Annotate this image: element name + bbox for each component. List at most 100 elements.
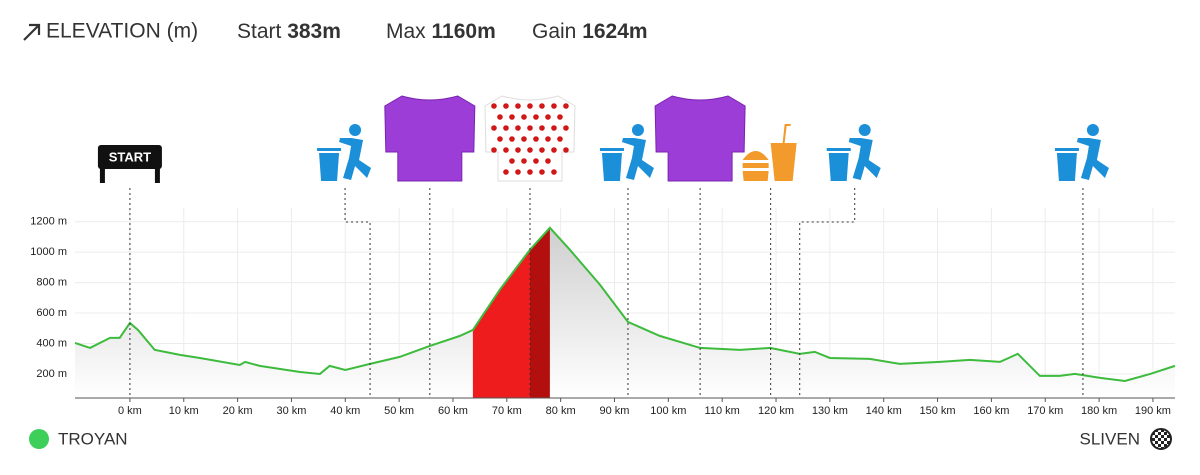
polka-dot: [551, 169, 557, 175]
polka-dot: [503, 169, 509, 175]
bin-icon: [1054, 148, 1079, 181]
start-place: TROYAN: [58, 429, 128, 448]
polka-dot: [551, 125, 557, 131]
polka-dot: [509, 114, 515, 120]
polka-dot: [551, 147, 557, 153]
polka-dot: [527, 169, 533, 175]
marker: [599, 124, 654, 398]
stat-value: 1160m: [432, 20, 496, 43]
x-tick-label: 70 km: [492, 405, 522, 417]
polka-dot: [563, 147, 569, 153]
marker: START: [97, 145, 162, 398]
stat-label: Max: [386, 20, 426, 43]
x-tick-label: 140 km: [866, 405, 902, 417]
x-tick-label: 20 km: [223, 405, 253, 417]
marker: [484, 95, 576, 398]
x-tick-label: 80 km: [546, 405, 576, 417]
polka-dot: [491, 125, 497, 131]
start-leg: [154, 168, 160, 183]
y-tick-label: 800 m: [36, 277, 67, 289]
stat: Start 383m: [237, 20, 341, 43]
polka-dot: [521, 114, 527, 120]
x-tick-label: 90 km: [600, 405, 630, 417]
x-tick-label: 180 km: [1081, 405, 1117, 417]
jersey-icon: [484, 95, 576, 182]
start-dot: [29, 429, 49, 449]
y-tick-label: 1000 m: [30, 246, 67, 258]
marker: [317, 124, 372, 398]
marker-line: [344, 188, 371, 398]
polka-dot: [491, 147, 497, 153]
polka-dot: [551, 103, 557, 109]
jersey-icon: [384, 95, 476, 182]
x-tick-label: 40 km: [330, 405, 360, 417]
x-tick-label: 100 km: [650, 405, 686, 417]
polka-dot: [503, 125, 509, 131]
person-body: [339, 138, 372, 180]
polka-dot: [527, 103, 533, 109]
polka-dot: [527, 147, 533, 153]
start-label: START: [109, 149, 151, 164]
polka-dot: [545, 114, 551, 120]
polka-dot: [515, 147, 521, 153]
x-tick-label: 10 km: [169, 405, 199, 417]
y-tick-label: 200 m: [36, 368, 67, 380]
x-tick-label: 110 km: [705, 405, 740, 417]
polka-dot: [515, 125, 521, 131]
stat: Gain 1624m: [532, 20, 648, 43]
polka-dot: [557, 114, 563, 120]
polka-dot: [515, 169, 521, 175]
marker: [1054, 124, 1109, 398]
x-tick-label: 0 km: [118, 405, 142, 417]
polka-dot: [557, 136, 563, 142]
polka-dot: [563, 103, 569, 109]
footer: TROYAN SLIVEN: [29, 428, 1172, 450]
polka-dot: [539, 147, 545, 153]
marker: [384, 95, 476, 398]
y-tick-label: 400 m: [36, 337, 67, 349]
polka-dot: [539, 169, 545, 175]
climb-highlight: [472, 249, 530, 398]
start-sign: [97, 145, 162, 169]
stat-label: Gain: [532, 20, 576, 43]
polka-dot: [527, 125, 533, 131]
bin-icon: [317, 148, 342, 181]
marker: [654, 95, 746, 398]
elevation-line: [74, 226, 1176, 382]
x-tick-label: 160 km: [973, 405, 1009, 417]
bin-icon: [826, 148, 851, 181]
person-head: [858, 124, 871, 136]
polka-dot: [533, 158, 539, 164]
polka-dot: [533, 114, 539, 120]
polka-dot: [503, 103, 509, 109]
elevation-area: [75, 227, 1175, 398]
polka-dot: [539, 125, 545, 131]
x-tick-label: 190 km: [1135, 405, 1171, 417]
title: ELEVATION (m): [46, 20, 198, 43]
person-body: [1076, 138, 1109, 180]
polka-dot: [563, 125, 569, 131]
finish-place: SLIVEN: [1080, 429, 1140, 448]
x-tick-label: 170 km: [1027, 405, 1063, 417]
polka-dot: [503, 147, 509, 153]
polka-dot: [533, 136, 539, 142]
marker: [742, 124, 797, 398]
marker-line: [799, 188, 856, 398]
x-tick-label: 150 km: [920, 405, 956, 417]
person-body: [621, 138, 654, 180]
stat-value: 1624m: [582, 20, 647, 43]
polka-dot: [509, 158, 515, 164]
y-tick-label: 600 m: [36, 307, 67, 319]
x-tick-label: 60 km: [438, 405, 468, 417]
plot: 0 km 10 km 20 km 30 km 40 km 50 km 60 km 70 km 8…: [30, 95, 1176, 417]
polka-dot: [545, 158, 551, 164]
marker: [799, 124, 881, 398]
x-tick-label: 50 km: [384, 405, 414, 417]
polka-dot: [497, 136, 503, 142]
stat-label: Start: [237, 20, 282, 43]
polka-dot: [521, 158, 527, 164]
start-leg: [99, 168, 105, 183]
x-tick-label: 30 km: [276, 405, 306, 417]
climb-highlight: [529, 227, 550, 398]
polka-dot: [497, 114, 503, 120]
